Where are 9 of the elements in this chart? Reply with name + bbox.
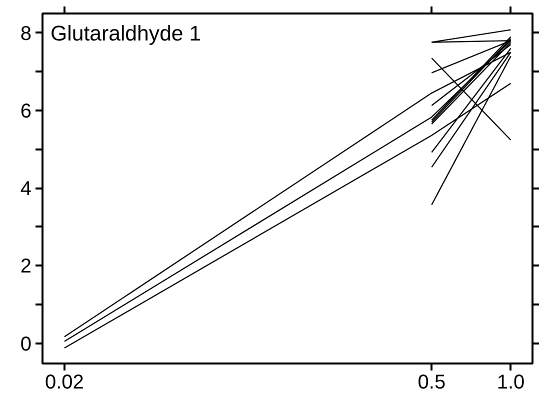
y-tick-label: 6 (20, 100, 32, 123)
x-tick-label: 0.5 (418, 372, 446, 394)
x-tick-label: 1.0 (496, 372, 525, 394)
chart-title: Glutaraldhyde 1 (50, 22, 202, 46)
y-tick-label: 4 (20, 178, 32, 200)
y-tick-label: 8 (20, 22, 32, 45)
y-tick-label: 0 (20, 333, 32, 356)
y-tick-label: 2 (20, 256, 32, 278)
x-tick-label: 0.02 (44, 372, 84, 394)
